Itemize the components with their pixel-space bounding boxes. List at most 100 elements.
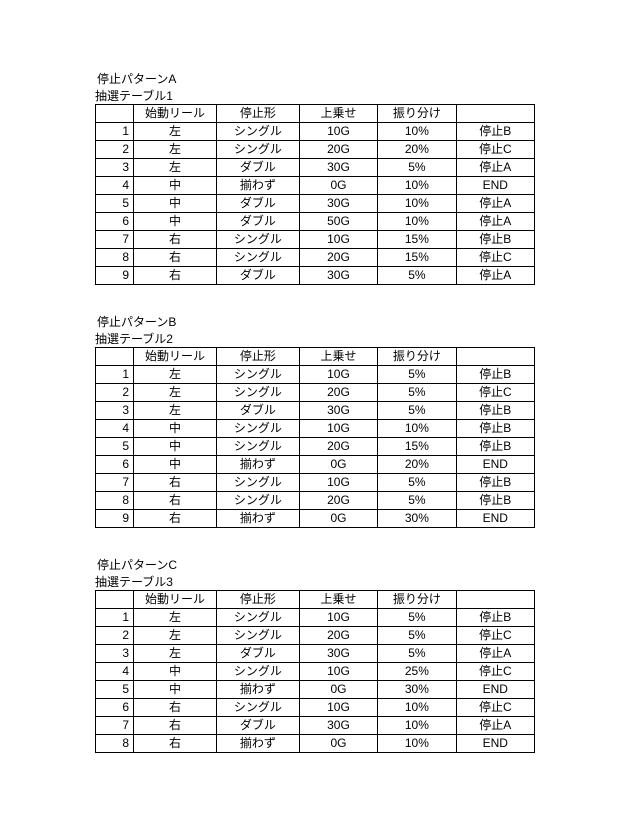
table-cell: 停止B xyxy=(456,402,534,420)
table-cell: 10G xyxy=(299,123,377,141)
column-header: 停止形 xyxy=(216,348,299,366)
table-cell: 20G xyxy=(299,249,377,267)
table-cell: 30G xyxy=(299,645,377,663)
column-header: 上乗せ xyxy=(299,348,377,366)
lottery-table-subtitle: 抽選テーブル3 xyxy=(95,573,560,590)
table-cell: シングル xyxy=(216,231,299,249)
table-cell: 2 xyxy=(96,141,134,159)
table-cell: 20G xyxy=(299,141,377,159)
table-cell: 5% xyxy=(378,366,456,384)
table-cell: 右 xyxy=(134,717,217,735)
table-cell: 7 xyxy=(96,474,134,492)
table-row: 6右シングル10G10%停止C xyxy=(96,699,535,717)
table-cell: シングル xyxy=(216,123,299,141)
lottery-table-subtitle: 抽選テーブル2 xyxy=(95,330,560,347)
pattern-title: 停止パターンB xyxy=(97,313,560,330)
table-cell: 停止C xyxy=(456,249,534,267)
table-row: 1左シングル10G10%停止B xyxy=(96,123,535,141)
table-row: 5中シングル20G15%停止B xyxy=(96,438,535,456)
table-cell: 1 xyxy=(96,609,134,627)
header-blank xyxy=(456,591,534,609)
table-row: 3左ダブル30G5%停止B xyxy=(96,402,535,420)
table-cell: 左 xyxy=(134,609,217,627)
table-cell: 20% xyxy=(378,456,456,474)
table-cell: 30% xyxy=(378,510,456,528)
table-cell: シングル xyxy=(216,699,299,717)
table-row: 4中シングル10G10%停止B xyxy=(96,420,535,438)
table-cell: 5% xyxy=(378,384,456,402)
table-cell: 1 xyxy=(96,123,134,141)
table-cell: 30G xyxy=(299,159,377,177)
table-cell: 10G xyxy=(299,663,377,681)
table-cell: 揃わず xyxy=(216,177,299,195)
table-cell: 20G xyxy=(299,627,377,645)
table-cell: 20G xyxy=(299,384,377,402)
table-cell: 50G xyxy=(299,213,377,231)
table-cell: ダブル xyxy=(216,402,299,420)
table-cell: 5 xyxy=(96,438,134,456)
table-cell: 中 xyxy=(134,195,217,213)
table-cell: 5% xyxy=(378,609,456,627)
table-cell: 停止B xyxy=(456,609,534,627)
table-cell: END xyxy=(456,456,534,474)
table-cell: 3 xyxy=(96,402,134,420)
table-cell: 10% xyxy=(378,699,456,717)
header-blank xyxy=(96,105,134,123)
table-cell: 停止A xyxy=(456,267,534,285)
table-cell: 5 xyxy=(96,681,134,699)
table-cell: 停止A xyxy=(456,159,534,177)
table-cell: 15% xyxy=(378,249,456,267)
table-cell: 右 xyxy=(134,492,217,510)
table-cell: 右 xyxy=(134,474,217,492)
table-cell: 20G xyxy=(299,438,377,456)
table-cell: 右 xyxy=(134,735,217,753)
table-cell: 中 xyxy=(134,681,217,699)
table-cell: 3 xyxy=(96,645,134,663)
table-cell: 9 xyxy=(96,510,134,528)
table-cell: 8 xyxy=(96,249,134,267)
table-cell: 停止A xyxy=(456,195,534,213)
table-cell: 停止B xyxy=(456,123,534,141)
table-cell: シングル xyxy=(216,249,299,267)
table-cell: 停止B xyxy=(456,366,534,384)
table-cell: 5% xyxy=(378,645,456,663)
table-cell: END xyxy=(456,735,534,753)
lottery-table: 始動リール停止形上乗せ振り分け1左シングル10G10%停止B2左シングル20G2… xyxy=(95,104,535,285)
table-row: 2左シングル20G20%停止C xyxy=(96,141,535,159)
table-cell: 10G xyxy=(299,366,377,384)
table-cell: 4 xyxy=(96,663,134,681)
table-cell: 左 xyxy=(134,123,217,141)
table-cell: シングル xyxy=(216,627,299,645)
table-row: 4中揃わず0G10%END xyxy=(96,177,535,195)
table-row: 6中揃わず0G20%END xyxy=(96,456,535,474)
table-row: 7右シングル10G5%停止B xyxy=(96,474,535,492)
table-cell: 5% xyxy=(378,474,456,492)
table-row: 8右揃わず0G10%END xyxy=(96,735,535,753)
table-cell: 6 xyxy=(96,213,134,231)
table-cell: 2 xyxy=(96,627,134,645)
column-header: 始動リール xyxy=(134,591,217,609)
lottery-table: 始動リール停止形上乗せ振り分け1左シングル10G5%停止B2左シングル20G5%… xyxy=(95,347,535,528)
table-cell: 4 xyxy=(96,420,134,438)
table-cell: 5% xyxy=(378,492,456,510)
table-cell: 左 xyxy=(134,384,217,402)
header-blank xyxy=(456,105,534,123)
table-cell: 3 xyxy=(96,159,134,177)
table-row: 9右揃わず0G30%END xyxy=(96,510,535,528)
table-cell: 1 xyxy=(96,366,134,384)
table-cell: 10G xyxy=(299,231,377,249)
table-cell: シングル xyxy=(216,474,299,492)
table-cell: 7 xyxy=(96,231,134,249)
table-row: 9右ダブル30G5%停止A xyxy=(96,267,535,285)
table-cell: 8 xyxy=(96,735,134,753)
table-cell: END xyxy=(456,681,534,699)
table-cell: 左 xyxy=(134,141,217,159)
table-cell: 10% xyxy=(378,735,456,753)
table-cell: 中 xyxy=(134,420,217,438)
table-cell: 右 xyxy=(134,231,217,249)
table-row: 2左シングル20G5%停止C xyxy=(96,384,535,402)
column-header: 上乗せ xyxy=(299,105,377,123)
table-cell: シングル xyxy=(216,492,299,510)
table-cell: 5% xyxy=(378,267,456,285)
table-cell: 停止B xyxy=(456,438,534,456)
